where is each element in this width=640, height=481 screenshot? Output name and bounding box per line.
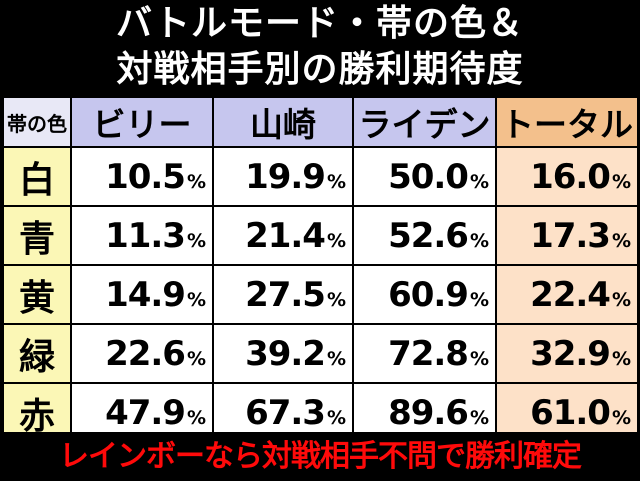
value-cell: 21.4% [212, 205, 354, 266]
table-row: 緑 22.6% 39.2% 72.8% 32.9% [2, 323, 639, 384]
total-value-cell: 17.3% [495, 205, 639, 266]
value-cell: 50.0% [352, 146, 497, 207]
row-color-label: 白 [2, 146, 72, 207]
value-cell: 52.6% [352, 205, 497, 266]
value-cell: 11.3% [70, 205, 214, 266]
value-cell: 27.5% [212, 264, 354, 325]
column-header-total: トータル [495, 96, 639, 148]
value-cell: 22.6% [70, 323, 214, 384]
win-rate-table: 帯の色 ビリー 山崎 ライデン トータル 白 10.5% 19.9% 50.0%… [2, 96, 639, 443]
row-color-label: 黄 [2, 264, 72, 325]
table-header-row: 帯の色 ビリー 山崎 ライデン トータル [2, 96, 639, 148]
value-cell: 19.9% [212, 146, 354, 207]
title-line-2: 対戦相手別の勝利期待度 [116, 49, 524, 90]
total-value-cell: 22.4% [495, 264, 639, 325]
column-header-yamazaki: 山崎 [212, 96, 354, 148]
table-row: 黄 14.9% 27.5% 60.9% 22.4% [2, 264, 639, 325]
value-cell: 14.9% [70, 264, 214, 325]
row-color-label: 緑 [2, 323, 72, 384]
total-value-cell: 16.0% [495, 146, 639, 207]
title-line-1: バトルモード・帯の色＆ [115, 3, 525, 44]
value-cell: 39.2% [212, 323, 354, 384]
column-header-billy: ビリー [70, 96, 214, 148]
total-value-cell: 32.9% [495, 323, 639, 384]
value-cell: 10.5% [70, 146, 214, 207]
footnote: レインボーなら対戦相手不問で勝利確定 [0, 432, 640, 481]
value-cell: 60.9% [352, 264, 497, 325]
value-cell: 72.8% [352, 323, 497, 384]
table-row: 白 10.5% 19.9% 50.0% 16.0% [2, 146, 639, 207]
row-color-label: 青 [2, 205, 72, 266]
table-row: 青 11.3% 21.4% 52.6% 17.3% [2, 205, 639, 266]
corner-label: 帯の色 [2, 96, 72, 148]
column-header-raiden: ライデン [352, 96, 497, 148]
